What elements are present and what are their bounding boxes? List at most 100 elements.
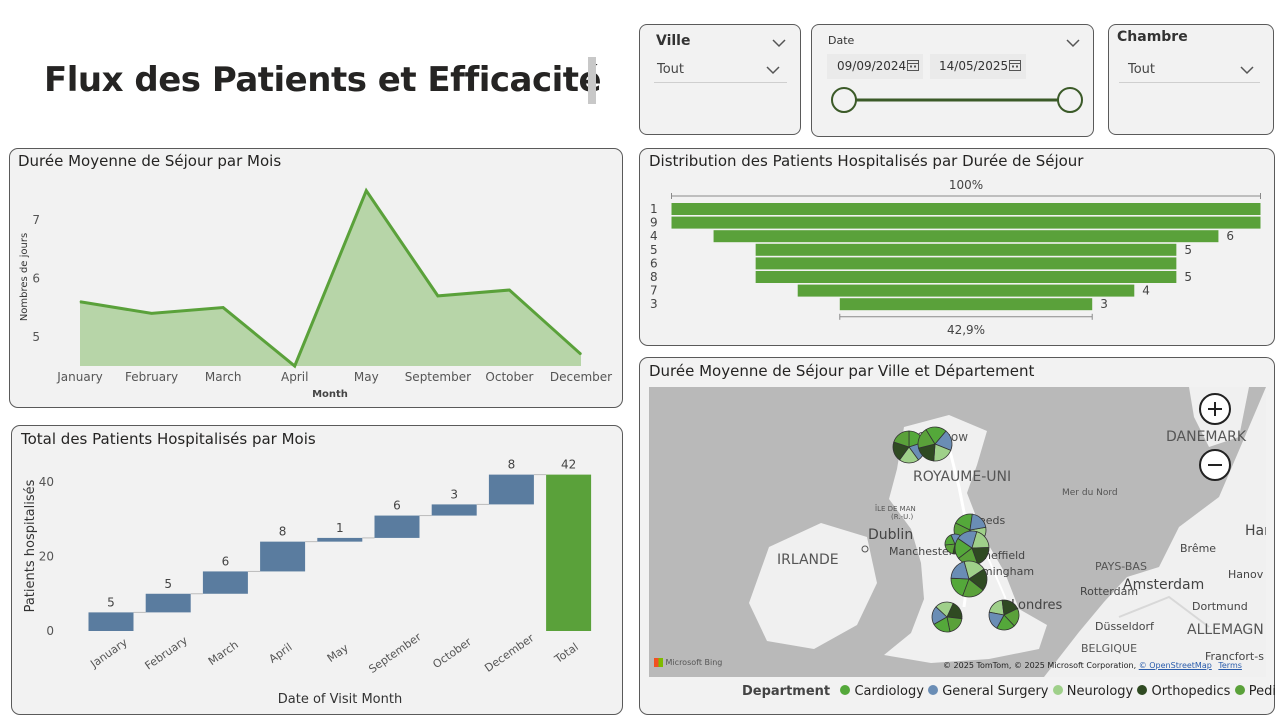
place-isle-of-man-1: ÎLE DE MAN xyxy=(875,504,916,513)
road xyxy=(1118,595,1210,628)
area-chart-title: Durée Moyenne de Séjour par Mois xyxy=(18,152,282,170)
area-chart-panel: Durée Moyenne de Séjour par Mois 5 6 7 Janu… xyxy=(9,148,623,408)
place-london: Londres xyxy=(1011,598,1063,613)
osm-link[interactable]: © OpenStreetMap xyxy=(1138,661,1212,670)
funnel-chart-panel: Distribution des Patients Hospitalisés p… xyxy=(639,148,1275,346)
waterfall-chart: 5 January 5 February 6 March 8 April 1 May 6 Septem… xyxy=(23,458,592,707)
chevron-down-icon[interactable] xyxy=(772,33,786,52)
zoom-out-button[interactable] xyxy=(1199,449,1231,481)
area-point[interactable] xyxy=(580,353,582,355)
area-xtick-label: January xyxy=(56,370,103,384)
waterfall-xtick-label: December xyxy=(482,631,537,675)
minus-icon xyxy=(1208,464,1222,466)
area-yaxis-label: Nombres de jours xyxy=(19,233,30,321)
area-series-line xyxy=(79,187,583,369)
place-uk: ROYAUME-UNI xyxy=(913,469,1011,485)
chambre-dropdown[interactable]: Tout xyxy=(1119,57,1260,83)
legend-item-pediatrics[interactable]: Pediatrics xyxy=(1234,684,1275,699)
terms-link[interactable]: Terms xyxy=(1218,661,1242,670)
legend-item-orthopedics[interactable]: Orthopedics xyxy=(1137,684,1230,699)
legend-item-general-surgery[interactable]: General Surgery xyxy=(928,684,1048,699)
area-point[interactable] xyxy=(437,295,439,297)
waterfall-data-label: 42 xyxy=(561,458,576,472)
legend-label: Cardiology xyxy=(854,684,924,699)
date-slider-end-handle[interactable] xyxy=(1057,87,1083,113)
waterfall-bar[interactable] xyxy=(317,537,363,542)
waterfall-yaxis-label: Patients hospitalisés xyxy=(23,479,38,612)
place-netherlands: PAYS-BAS xyxy=(1095,560,1147,573)
legend-item-neurology[interactable]: Neurology xyxy=(1052,684,1134,699)
zoom-in-button[interactable] xyxy=(1199,393,1231,425)
funnel-bar[interactable] xyxy=(755,243,1177,256)
area-point[interactable] xyxy=(365,190,367,192)
waterfall-bar[interactable] xyxy=(374,515,420,538)
area-point[interactable] xyxy=(222,307,224,309)
waterfall-total-bar[interactable] xyxy=(546,474,592,631)
area-xtick-label: September xyxy=(405,370,471,384)
area-point[interactable] xyxy=(294,365,296,367)
funnel-bar[interactable] xyxy=(755,271,1177,283)
legend-dot-icon xyxy=(928,685,939,695)
date-slicer: Date 09/09/2024 14/05/2025 xyxy=(811,24,1094,137)
area-xtick-label: October xyxy=(485,370,533,384)
waterfall-data-label: 8 xyxy=(508,458,516,472)
funnel-bar[interactable] xyxy=(839,298,1093,311)
ville-dropdown[interactable]: Tout xyxy=(654,57,787,83)
date-start-input[interactable]: 09/09/2024 xyxy=(827,54,923,79)
waterfall-bar[interactable] xyxy=(488,474,534,505)
date-end-input[interactable]: 14/05/2025 xyxy=(930,54,1026,79)
map-pie-slice[interactable] xyxy=(969,513,987,531)
legend-item-cardiology[interactable]: Cardiology xyxy=(840,684,924,699)
waterfall-bar[interactable] xyxy=(88,612,134,631)
area-point[interactable] xyxy=(508,289,510,291)
funnel-bar[interactable] xyxy=(671,203,1261,215)
funnel-bar[interactable] xyxy=(755,257,1177,270)
place-manchester: Manchester xyxy=(889,545,954,558)
map-canvas[interactable]: Glasgow ROYAUME-UNI DANEMARK Mer du Nord… xyxy=(649,387,1266,677)
waterfall-bar[interactable] xyxy=(260,541,306,572)
area-xtick-label: March xyxy=(205,370,242,384)
ville-slicer: Ville Tout xyxy=(639,24,801,135)
waterfall-data-label: 6 xyxy=(393,499,401,513)
area-ytick-label: 6 xyxy=(32,271,40,285)
area-point[interactable] xyxy=(151,312,153,314)
place-sheffield: Sheffield xyxy=(977,549,1025,562)
waterfall-bar[interactable] xyxy=(202,571,248,594)
legend-dot-icon xyxy=(840,685,851,695)
date-start-value: 09/09/2024 xyxy=(837,59,907,73)
date-range-slider[interactable] xyxy=(812,83,1095,123)
map-pie-slice[interactable] xyxy=(933,616,951,633)
area-xtick-label: May xyxy=(354,370,379,384)
waterfall-chart-panel: Total des Patients Hospitalisés par Mois… xyxy=(11,425,623,715)
funnel-bar[interactable] xyxy=(671,216,1261,229)
page-title: Flux des Patients et Efficacité xyxy=(44,60,602,100)
map-pie-slice[interactable] xyxy=(988,611,1005,629)
waterfall-bar[interactable] xyxy=(145,593,191,613)
funnel-category-label: 4 xyxy=(650,229,658,243)
place-dortmund: Dortmund xyxy=(1192,600,1248,613)
date-slider-start-handle[interactable] xyxy=(831,87,857,113)
bing-logo: Microsoft Bing xyxy=(654,658,722,667)
funnel-category-label: 8 xyxy=(650,270,658,284)
place-denmark: DANEMARK xyxy=(1166,429,1247,445)
funnel-category-label: 6 xyxy=(650,256,658,270)
map-pie-slice[interactable] xyxy=(944,543,956,555)
waterfall-ytick-label: 20 xyxy=(39,550,54,564)
place-belgium: BELGIQUE xyxy=(1081,642,1137,655)
legend-label: Neurology xyxy=(1066,684,1134,699)
calendar-icon[interactable] xyxy=(1009,59,1021,74)
map-pie-slice[interactable] xyxy=(893,430,910,448)
place-dusseldorf: Düsseldorf xyxy=(1095,620,1155,633)
waterfall-bar[interactable] xyxy=(431,504,477,516)
area-chart: 5 6 7 January February March April May September… xyxy=(19,187,612,400)
funnel-bar[interactable] xyxy=(797,284,1135,297)
funnel-bar[interactable] xyxy=(713,230,1219,243)
map-pie-slice[interactable] xyxy=(962,578,984,598)
map-pie-slice[interactable] xyxy=(925,426,947,445)
chevron-down-icon[interactable] xyxy=(1066,33,1080,52)
calendar-icon[interactable] xyxy=(907,59,919,74)
area-xtick-label: April xyxy=(281,370,308,384)
place-germany: ALLEMAGN xyxy=(1187,622,1264,638)
area-point[interactable] xyxy=(79,301,81,303)
date-slicer-label: Date xyxy=(828,34,855,47)
